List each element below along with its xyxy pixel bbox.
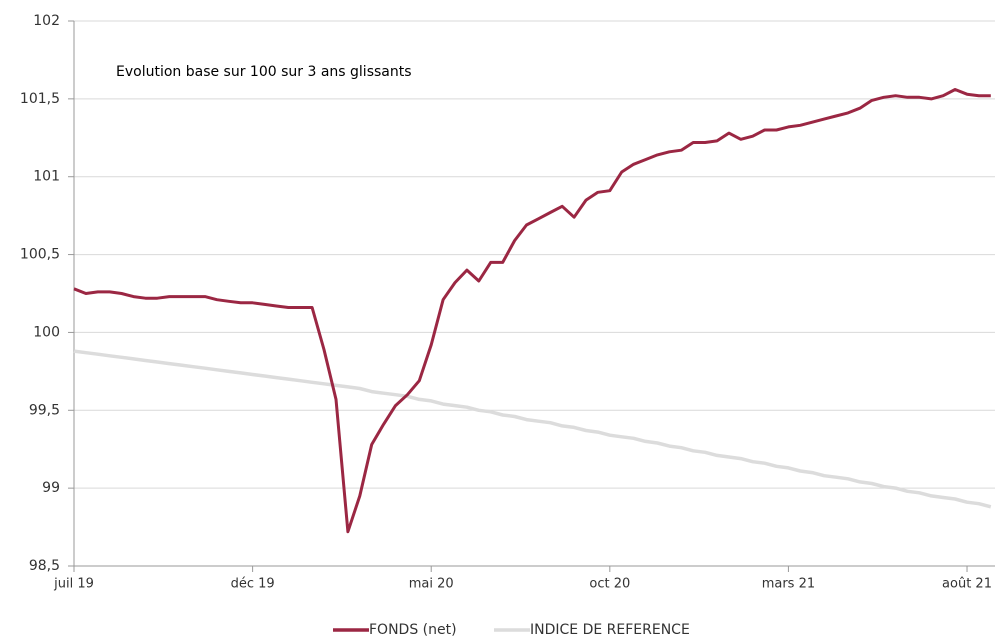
x-tick-label: août 21: [942, 577, 992, 592]
x-tick-label: oct 20: [589, 577, 630, 592]
series-line: [73, 349, 992, 509]
y-tick-label: 98,5: [29, 558, 60, 574]
y-tick-label: 102: [33, 13, 60, 29]
legend-label: FONDS (net): [369, 622, 457, 638]
x-tick-label: mars 21: [762, 577, 815, 592]
y-tick-label: 99: [42, 480, 60, 496]
x-tick-label: juil 19: [53, 577, 94, 592]
legend-label: INDICE DE REFERENCE: [530, 622, 690, 638]
y-tick-label: 99,5: [29, 402, 60, 418]
series-line: [73, 88, 991, 534]
y-tick-label: 101,5: [20, 91, 60, 107]
y-tick-label: 101: [33, 169, 60, 185]
chart-title: Evolution base sur 100 sur 3 ans glissan…: [116, 64, 412, 80]
x-tick-label: mai 20: [409, 577, 454, 592]
y-tick-label: 100: [33, 324, 60, 340]
y-tick-label: 100,5: [20, 247, 60, 263]
x-tick-label: déc 19: [231, 577, 275, 592]
